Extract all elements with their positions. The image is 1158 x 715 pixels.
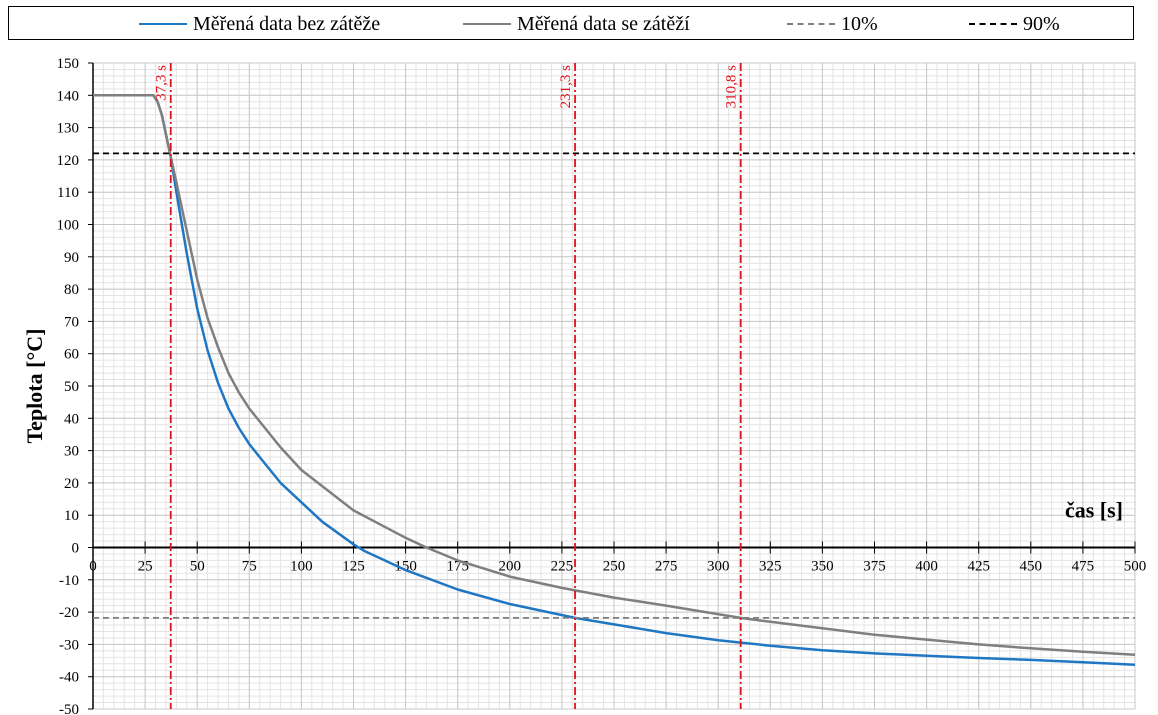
y-tick-label: 80 [64,282,79,298]
marker-label-2: 310,8 s [724,65,740,109]
x-tick-label: 200 [499,559,522,575]
x-tick-label: 425 [967,559,990,575]
legend-item-se-zatezi: Měřená data se zátěží [463,7,690,41]
x-tick-label: 125 [342,559,365,575]
x-tick-label: 225 [551,559,574,575]
x-tick-label: 350 [811,559,834,575]
y-tick-label: 20 [64,476,79,492]
y-tick-label: 70 [64,314,79,330]
legend-swatch-se-zatezi [463,23,511,25]
legend-label-se-zatezi: Měřená data se zátěží [517,12,690,35]
x-tick-label: 100 [290,559,313,575]
y-tick-label: -30 [59,637,79,653]
x-tick-label: 275 [655,559,678,575]
x-tick-label: 475 [1072,559,1095,575]
legend-swatch-10pct [787,23,835,25]
y-tick-label: -40 [59,670,79,686]
x-tick-label: 375 [863,559,886,575]
x-tick-label: 75 [242,559,257,575]
x-axis-title: čas [s] [1065,498,1123,523]
x-tick-label: 0 [89,559,97,575]
x-tick-label: 400 [915,559,938,575]
x-tick-label: 50 [190,559,205,575]
x-tick-label: 150 [394,559,417,575]
y-tick-label: 150 [57,56,80,72]
major-grid [92,62,1136,710]
legend-label-bez-zateze: Měřená data bez zátěže [193,12,381,35]
y-tick-label: 120 [57,153,80,169]
legend-item-10pct: 10% [787,7,878,41]
y-tick-label: 50 [64,379,79,395]
legend-item-bez-zateze: Měřená data bez zátěže [139,7,380,41]
y-tick-label: 100 [57,218,80,234]
y-tick-label: 60 [64,347,79,363]
y-tick-label: 30 [64,444,79,460]
y-tick-label: -10 [59,573,79,589]
y-tick-label: 10 [64,508,79,524]
marker-label-0: 37,3 s [154,65,170,101]
marker-label-1: 231,3 s [558,65,574,109]
x-tick-label: 300 [707,559,730,575]
y-tick-label: 40 [64,411,79,427]
y-tick-label: 110 [57,185,79,201]
y-tick-label: 140 [57,88,80,104]
y-tick-label: 90 [64,250,79,266]
y-tick-label: -50 [59,702,79,715]
legend-item-90pct: 90% [969,7,1060,41]
x-tick-label: 25 [138,559,153,575]
y-axis-title: Teplota [°C] [22,329,47,444]
x-tick-label: 250 [603,559,626,575]
chart-legend: Měřená data bez zátěže Měřená data se zá… [8,6,1134,40]
series-line-1 [93,94,1136,656]
legend-swatch-bez-zateze [139,23,187,25]
y-tick-label: 130 [57,121,80,137]
legend-label-90pct: 90% [1023,12,1060,35]
legend-swatch-90pct [969,23,1017,25]
x-tick-label: 450 [1020,559,1043,575]
x-tick-label: 325 [759,559,782,575]
y-tick-label: 0 [72,541,80,557]
y-tick-label: -20 [59,605,79,621]
legend-label-10pct: 10% [841,12,878,35]
x-tick-label: 500 [1124,559,1147,575]
